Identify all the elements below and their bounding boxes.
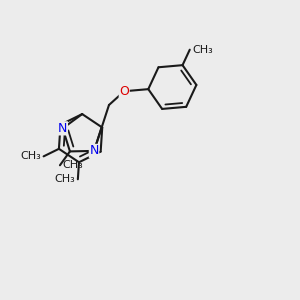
Text: N: N [89,144,99,158]
Text: CH₃: CH₃ [20,152,41,161]
Text: CH₃: CH₃ [62,160,83,170]
Text: N: N [58,122,68,135]
Text: O: O [119,85,129,98]
Text: CH₃: CH₃ [55,174,76,184]
Text: CH₃: CH₃ [192,45,213,55]
